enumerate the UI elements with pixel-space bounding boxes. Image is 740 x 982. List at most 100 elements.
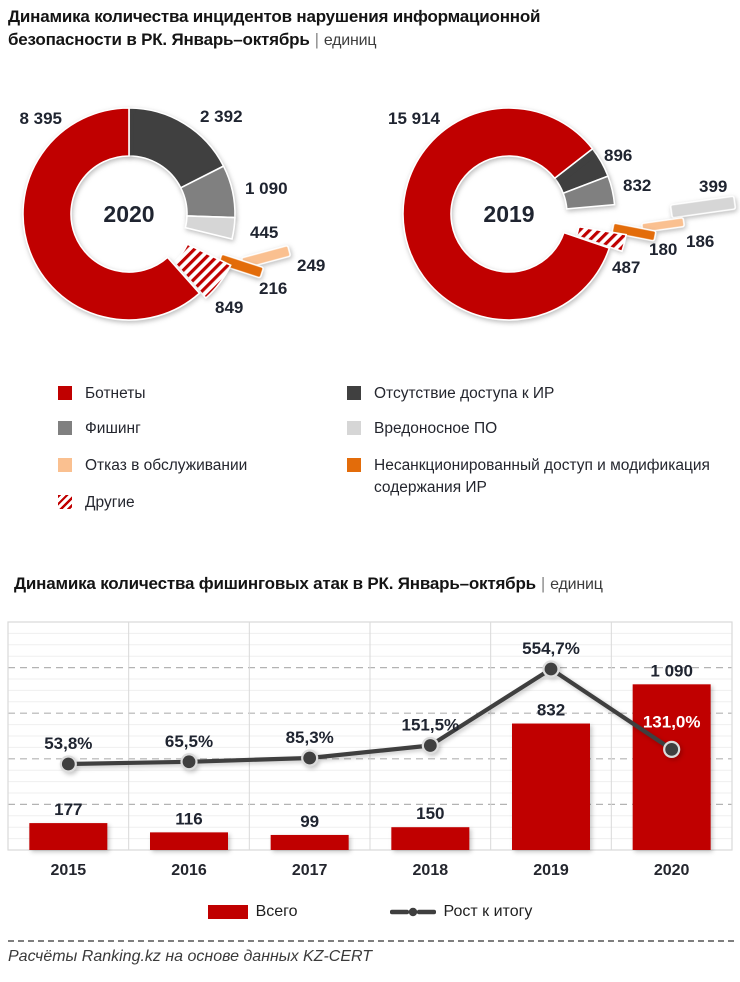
legend-label: Отказ в обслуживании: [85, 457, 248, 474]
legend-swatch-total: [207, 905, 248, 919]
x-axis-year-label: 2017: [292, 862, 328, 879]
bar-2020: [632, 684, 711, 850]
growth-percent-label: 85,3%: [286, 728, 334, 747]
legend-item-phishing: Фишинг: [58, 418, 141, 440]
bar-2016: [150, 832, 228, 850]
slice-value-label: 186: [686, 232, 714, 251]
footer-separator: [8, 940, 734, 942]
bar-value-label: 177: [54, 800, 82, 819]
line-marker-2016: [180, 753, 198, 771]
growth-line: [68, 666, 673, 767]
bar-value-label: 150: [416, 804, 444, 823]
bar-2019: [512, 723, 590, 850]
legend-item-total: Всего: [207, 903, 298, 921]
legend-swatch-botnets: [58, 386, 72, 400]
slice-value-label: 8 395: [19, 109, 62, 128]
donut-center-year-label: 2019: [483, 201, 534, 227]
slice-value-label: 15 914: [388, 109, 441, 128]
donut-2019-slice-lightGray: [669, 195, 737, 219]
slice-value-label: 849: [215, 298, 243, 317]
legend-item-botnets: Ботнеты: [58, 383, 145, 405]
legend-item-growth: Рост к итогу: [389, 903, 533, 921]
slice-value-label: 896: [604, 146, 632, 165]
bar-value-label: 832: [537, 701, 565, 720]
line-marker-2019: [542, 660, 560, 678]
legend-label: Всего: [255, 903, 298, 920]
line-marker-2015: [59, 755, 77, 773]
growth-line-series: [59, 660, 681, 773]
growth-percent-label: 554,7%: [522, 639, 580, 658]
bar-chart-title-text: Динамика количества фишинговых атак в РК…: [14, 574, 536, 593]
legend-item-malware: Вредоносное ПО: [347, 418, 497, 440]
slice-value-label: 1 090: [245, 179, 288, 198]
legend-label: Другие: [85, 494, 135, 511]
donut-2019-slice-hatch: [575, 225, 628, 253]
donut-2019: 896 832 399 186 180 487 15 914 2019: [388, 107, 737, 321]
donut-2019-slice-orange: [611, 222, 657, 242]
slice-value-label: 249: [297, 256, 325, 275]
donut-chart-title-line1: Динамика количества инцидентов нарушения…: [8, 7, 541, 26]
donut-2019-slice-red: [402, 107, 611, 321]
x-axis-year-label: 2018: [413, 862, 449, 879]
legend-label: Отсутствие доступа к ИР: [374, 385, 555, 402]
legend-item-unauthorized: Несанкционированный доступ и модификация…: [347, 455, 724, 499]
donut-chart-title: Динамика количества инцидентов нарушения…: [8, 5, 540, 52]
bar-value-label: 116: [175, 809, 202, 828]
bar-2017: [270, 834, 349, 850]
growth-percent-label: 131,0%: [643, 712, 701, 731]
x-axis-year-label: 2020: [654, 862, 690, 879]
bar-chart-legend: Всего Рост к итогу: [0, 899, 740, 925]
legend-item-dos: Отказ в обслуживании: [58, 455, 247, 477]
donut-2020: 2 392 1 090 445 249 216 849 8 395 2020: [19, 107, 325, 321]
bar-title-unit: единиц: [550, 576, 603, 593]
line-marker-2017: [301, 749, 319, 767]
slice-value-label: 487: [612, 258, 640, 277]
donut-center-year-label: 2020: [103, 201, 154, 227]
x-axis-year-label: 2019: [533, 862, 569, 879]
bar-value-label: 1 090: [650, 661, 693, 680]
donut-2019-slice-gray: [562, 175, 616, 210]
legend-swatch-no-access: [347, 386, 361, 400]
legend-swatch-dos: [58, 458, 72, 472]
legend-label: Несанкционированный доступ и модификация…: [374, 457, 710, 496]
bar-value-label: 99: [300, 812, 319, 831]
x-axis-year-label: 2015: [51, 862, 87, 879]
line-marker-2018: [421, 736, 439, 755]
title-unit-separator: |: [314, 30, 319, 49]
x-axis-year-label: 2016: [171, 862, 207, 879]
slice-value-label: 180: [649, 240, 677, 259]
legend-swatch-phishing: [58, 421, 72, 435]
slice-value-label: 445: [250, 223, 278, 242]
legend-label: Рост к итогу: [443, 903, 533, 920]
slice-value-label: 216: [259, 279, 287, 298]
plot-border: [7, 621, 733, 851]
donut-2020-slice-hatch: [172, 243, 232, 300]
legend-label: Вредоносное ПО: [374, 420, 498, 437]
growth-percent-label: 53,8%: [44, 734, 92, 753]
legend-swatch-malware: [347, 421, 361, 435]
bar-line-chart-canvas: 177 116 99 150 832 1 090 53,8% 65,5% 85,3% 151,5%…: [7, 621, 733, 879]
bar-title-unit-separator: |: [540, 574, 546, 593]
donut-chart-title-line2: безопасности в РК. Январь–октябрь: [8, 30, 310, 49]
bar-2015: [29, 823, 108, 850]
donut-2020-slice-lightGray: [184, 215, 236, 241]
legend-label: Фишинг: [85, 420, 141, 437]
donut-2020-slice-red: [22, 107, 201, 321]
legend-swatch-unauthorized: [347, 458, 361, 472]
growth-percent-label: 65,5%: [165, 732, 213, 751]
legend-label: Ботнеты: [85, 385, 146, 402]
line-marker-swatch: [389, 907, 436, 917]
slice-value-label: 2 392: [200, 107, 243, 126]
legend-item-other: Другие: [58, 492, 135, 514]
donut-charts-canvas: 2 392 1 090 445 249 216 849 8 395 2020 896 832 399…: [19, 107, 737, 321]
title-unit: единиц: [323, 32, 377, 49]
legend-item-no-access: Отсутствие доступа к ИР: [347, 383, 554, 405]
bar-2018: [391, 827, 470, 850]
slice-value-label: 399: [699, 177, 727, 196]
source-note: Расчёты Ranking.kz на основе данных KZ-C…: [8, 948, 373, 965]
line-marker-2020: [663, 740, 681, 758]
growth-percent-label: 151,5%: [401, 715, 459, 734]
slice-value-label: 832: [623, 176, 651, 195]
bar-chart-title: Динамика количества фишинговых атак в РК…: [14, 572, 603, 596]
legend-swatch-other: [58, 495, 72, 509]
